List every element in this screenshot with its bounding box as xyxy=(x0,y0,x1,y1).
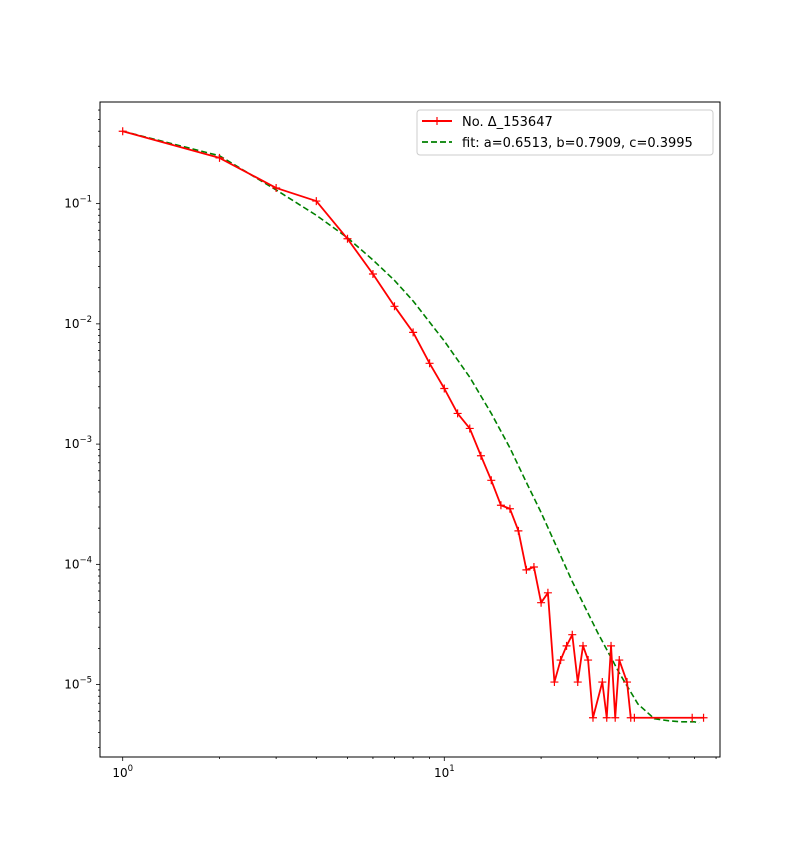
data-point-marker xyxy=(550,678,559,687)
data-point-marker xyxy=(505,504,514,513)
x-axis: 100 101 xyxy=(112,757,717,780)
data-point-marker xyxy=(607,641,616,650)
data-point-marker xyxy=(584,656,593,665)
legend-marker-data xyxy=(433,117,441,125)
data-point-marker xyxy=(573,678,582,687)
data-point-marker xyxy=(611,713,620,722)
data-point-marker xyxy=(272,183,281,192)
data-point-marker xyxy=(514,526,523,535)
data-series-layer xyxy=(118,127,708,722)
data-point-marker xyxy=(343,234,352,243)
data-point-marker xyxy=(568,630,577,639)
data-point-marker xyxy=(390,302,399,311)
legend: No. Δ_153647 fit: a=0.6513, b=0.7909, c=… xyxy=(416,109,714,156)
fit-series-layer xyxy=(122,130,700,724)
data-point-marker xyxy=(529,563,538,572)
data-point-marker xyxy=(496,501,505,510)
legend-label-fit: fit: a=0.6513, b=0.7909, c=0.3995 xyxy=(462,136,693,151)
plot-frame xyxy=(99,101,721,758)
data-point-marker xyxy=(425,359,434,368)
data-point-marker xyxy=(598,678,607,687)
data-point-marker xyxy=(562,641,571,650)
data-point-marker xyxy=(409,328,418,337)
x-tick-label: 101 xyxy=(434,764,455,780)
data-point-marker xyxy=(623,678,632,687)
data-point-marker xyxy=(118,127,127,136)
data-point-marker xyxy=(312,197,321,206)
data-point-marker xyxy=(615,656,624,665)
data-point-marker xyxy=(440,384,449,393)
data-point-marker xyxy=(630,713,639,722)
data-point-marker xyxy=(556,656,565,665)
data-point-marker xyxy=(543,588,552,597)
legend-box xyxy=(416,109,714,156)
data-point-marker xyxy=(699,713,708,722)
legend-label-data: No. Δ_153647 xyxy=(462,115,553,130)
data-point-marker xyxy=(476,451,485,460)
y-tick-label: 10−5 xyxy=(64,676,92,692)
data-point-marker xyxy=(368,269,377,278)
data-point-marker xyxy=(465,424,474,433)
y-tick-label: 10−4 xyxy=(64,555,92,571)
data-point-marker xyxy=(487,476,496,485)
data-point-marker xyxy=(537,598,546,607)
y-axis: 10−1 10−2 10−3 10−4 10−5 xyxy=(64,109,100,748)
data-point-marker xyxy=(453,409,462,418)
y-tick-label: 10−1 xyxy=(64,195,92,211)
data-point-marker xyxy=(688,713,697,722)
data-point-marker xyxy=(579,641,588,650)
x-tick-label: 100 xyxy=(112,764,133,780)
data-point-marker xyxy=(215,153,224,162)
data-point-marker xyxy=(522,565,531,574)
y-tick-label: 10−3 xyxy=(64,435,92,451)
plot-area xyxy=(100,102,720,757)
y-tick-label: 10−2 xyxy=(64,315,92,331)
data-point-marker xyxy=(588,713,597,722)
series-line-fit xyxy=(122,130,700,724)
data-point-marker xyxy=(602,713,611,722)
